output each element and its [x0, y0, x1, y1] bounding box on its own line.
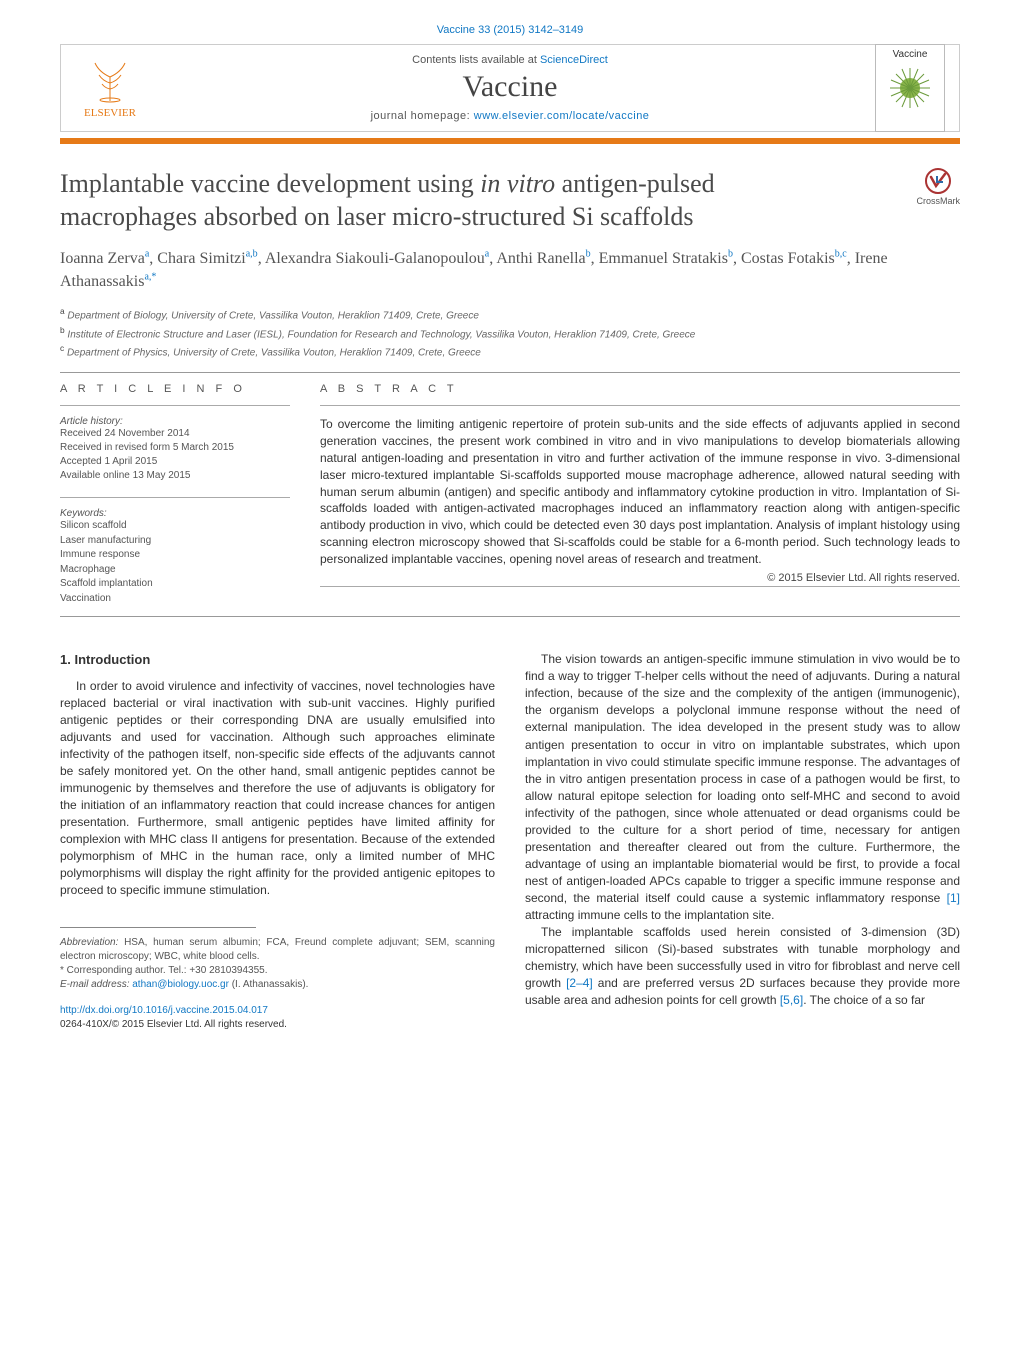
- footnotes: Abbreviation: HSA, human serum albumin; …: [60, 936, 495, 992]
- page-root: Vaccine 33 (2015) 3142–3149 ELSEVIER Con…: [0, 0, 1020, 1073]
- footnote-divider: [60, 927, 256, 928]
- article-info-column: A R T I C L E I N F O Article history: R…: [60, 383, 290, 606]
- abstract-heading: A B S T R A C T: [320, 383, 960, 395]
- journal-cover: Vaccine: [875, 53, 945, 123]
- author: Ioanna Zerva: [60, 250, 145, 267]
- running-header: Vaccine 33 (2015) 3142–3149: [60, 24, 960, 36]
- author: Anthi Ranella: [496, 250, 585, 267]
- thin-divider: [320, 586, 960, 587]
- citation-link[interactable]: [1]: [947, 891, 960, 905]
- intro-heading: 1. Introduction: [60, 651, 495, 669]
- body-column-right: The vision towards an antigen-specific i…: [525, 651, 960, 1032]
- homepage-label: journal homepage:: [371, 110, 471, 122]
- cover-title: Vaccine: [880, 49, 940, 60]
- keyword: Scaffold implantation: [60, 577, 290, 592]
- thin-divider: [60, 497, 290, 498]
- article-info-heading: A R T I C L E I N F O: [60, 383, 290, 395]
- thin-divider: [60, 405, 290, 406]
- crossmark-badge[interactable]: CrossMark: [916, 168, 960, 206]
- corresponding-author: * Corresponding author. Tel.: +30 281039…: [60, 964, 495, 978]
- paragraph: In order to avoid virulence and infectiv…: [60, 678, 495, 899]
- author: Costas Fotakis: [741, 250, 835, 267]
- paragraph: The vision towards an antigen-specific i…: [525, 651, 960, 924]
- affiliation-list: a Department of Biology, University of C…: [60, 305, 960, 360]
- keyword: Vaccination: [60, 592, 290, 607]
- author-email-link[interactable]: athan@biology.uoc.gr: [132, 979, 229, 990]
- body-column-left: 1. Introduction In order to avoid virule…: [60, 651, 495, 1032]
- accent-bar: [60, 138, 960, 144]
- thin-divider: [320, 405, 960, 406]
- divider: [60, 372, 960, 373]
- crossmark-label: CrossMark: [916, 196, 960, 206]
- email-label: E-mail address:: [60, 979, 129, 990]
- homepage-link[interactable]: www.elsevier.com/locate/vaccine: [474, 110, 650, 122]
- affiliation: c Department of Physics, University of C…: [60, 342, 960, 360]
- author: Chara Simitzi: [157, 250, 245, 267]
- journal-title: Vaccine: [145, 70, 875, 104]
- history-item: Accepted 1 April 2015: [60, 455, 290, 469]
- author: Emmanuel Stratakis: [599, 250, 728, 267]
- divider: [60, 616, 960, 617]
- keywords-label: Keywords:: [60, 508, 290, 519]
- keyword-list: Silicon scaffoldLaser manufacturingImmun…: [60, 519, 290, 606]
- email-attribution: (I. Athanassakis).: [229, 979, 308, 990]
- keyword: Macrophage: [60, 563, 290, 578]
- history-item: Received in revised form 5 March 2015: [60, 441, 290, 455]
- sciencedirect-link[interactable]: ScienceDirect: [540, 54, 608, 66]
- author-affil-marker: a,b: [246, 249, 258, 260]
- citation-link[interactable]: [2–4]: [566, 976, 593, 990]
- doi-block: http://dx.doi.org/10.1016/j.vaccine.2015…: [60, 1004, 495, 1032]
- affiliation: b Institute of Electronic Structure and …: [60, 324, 960, 342]
- abbr-label: Abbreviation:: [60, 937, 118, 948]
- paragraph: The implantable scaffolds used herein co…: [525, 924, 960, 1009]
- abstract-copyright: © 2015 Elsevier Ltd. All rights reserved…: [320, 572, 960, 584]
- issn-copyright: 0264-410X/© 2015 Elsevier Ltd. All right…: [60, 1019, 287, 1030]
- article-title: Implantable vaccine development using in…: [60, 168, 840, 233]
- keyword: Silicon scaffold: [60, 519, 290, 534]
- keyword: Immune response: [60, 548, 290, 563]
- author-affil-marker: b,c: [835, 249, 847, 260]
- history-label: Article history:: [60, 416, 290, 427]
- abbr-text: HSA, human serum albumin; FCA, Freund co…: [60, 937, 495, 962]
- abstract-column: A B S T R A C T To overcome the limiting…: [320, 383, 960, 606]
- history-item: Available online 13 May 2015: [60, 469, 290, 483]
- keyword: Laser manufacturing: [60, 534, 290, 549]
- publisher-name: ELSEVIER: [84, 107, 136, 119]
- author-affil-marker: a: [485, 249, 489, 260]
- history-list: Received 24 November 2014Received in rev…: [60, 427, 290, 483]
- crossmark-icon: [929, 172, 947, 190]
- doi-link[interactable]: http://dx.doi.org/10.1016/j.vaccine.2015…: [60, 1005, 268, 1016]
- author-affil-marker: a: [145, 249, 149, 260]
- author-affil-marker: b: [728, 249, 733, 260]
- citation-link[interactable]: [5,6]: [780, 993, 803, 1007]
- author-list: Ioanna Zervaa, Chara Simitzia,b, Alexand…: [60, 247, 960, 293]
- citation-link[interactable]: Vaccine 33 (2015) 3142–3149: [437, 24, 584, 36]
- author-affil-marker: a,*: [144, 272, 156, 283]
- affiliation: a Department of Biology, University of C…: [60, 305, 960, 323]
- author: Alexandra Siakouli-Galanopoulou: [265, 250, 485, 267]
- publisher-logo: ELSEVIER: [75, 53, 145, 123]
- cover-art-icon: [882, 60, 938, 116]
- journal-banner: ELSEVIER Contents lists available at Sci…: [60, 44, 960, 132]
- contents-label: Contents lists available at: [412, 54, 537, 66]
- author-affil-marker: b: [586, 249, 591, 260]
- history-item: Received 24 November 2014: [60, 427, 290, 441]
- elsevier-tree-icon: [87, 57, 133, 103]
- abstract-text: To overcome the limiting antigenic reper…: [320, 416, 960, 567]
